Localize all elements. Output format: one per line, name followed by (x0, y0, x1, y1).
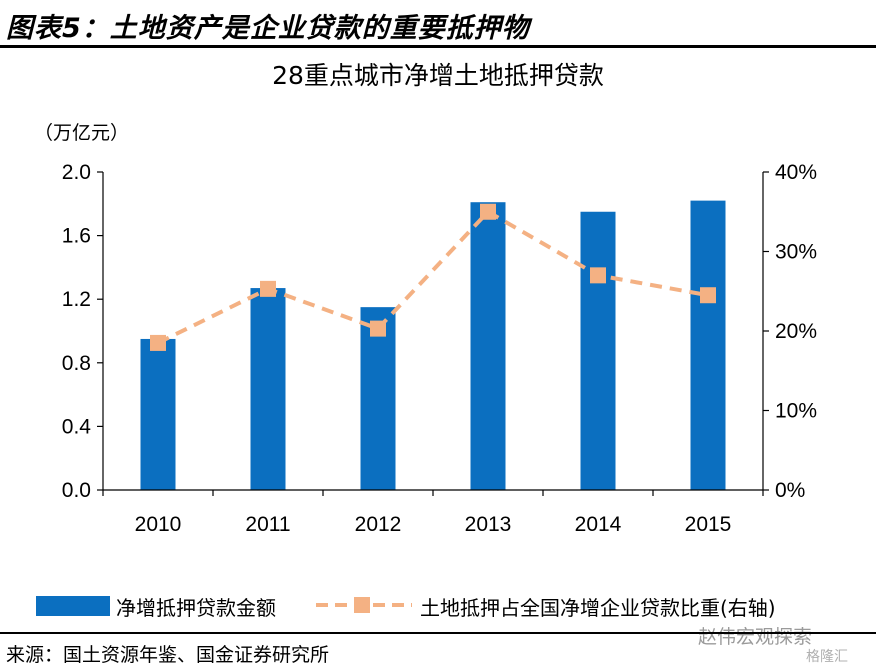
x-tick-label: 2014 (575, 513, 622, 536)
title-divider (0, 45, 876, 48)
source-note: 来源：国土资源年鉴、国金证券研究所 (6, 644, 330, 666)
left-tick-label: 2.0 (62, 161, 91, 184)
bar-2010 (140, 338, 176, 490)
line-point-2012 (370, 320, 386, 337)
x-tick-label: 2013 (465, 513, 512, 536)
x-tick-label: 2010 (135, 513, 182, 536)
bar-2011 (250, 288, 286, 490)
left-tick-label: 1.6 (62, 225, 91, 248)
legend-line-label: 土地抵押占全国净增企业贷款比重(右轴) (420, 596, 776, 620)
legend-bar-swatch (36, 596, 110, 616)
legend-bar-label: 净增抵押贷款金额 (116, 596, 276, 620)
left-tick-label: 0.8 (62, 352, 91, 375)
line-point-2015 (700, 287, 716, 304)
right-tick-label: 0% (775, 479, 805, 502)
line-point-2011 (260, 280, 276, 297)
figure-title: 图表5：土地资产是企业贷款的重要抵押物 (6, 13, 530, 44)
line-point-2010 (150, 334, 166, 351)
line-point-2014 (590, 267, 606, 284)
legend-line-swatch (316, 597, 412, 613)
source-divider (0, 632, 876, 634)
left-axis-unit: （万亿元） (34, 122, 130, 144)
line-point-2013 (480, 203, 496, 220)
right-tick-label: 40% (775, 161, 817, 184)
x-tick-label: 2015 (685, 513, 732, 536)
right-tick-label: 30% (775, 241, 817, 264)
right-tick-label: 10% (775, 400, 817, 423)
x-tick-label: 2012 (355, 513, 402, 536)
left-tick-label: 0.0 (62, 479, 91, 502)
watermark: 赵伟宏观探索 (698, 626, 813, 648)
bar-2014 (580, 211, 616, 490)
chart-title: 28重点城市净增土地抵押贷款 (272, 61, 604, 90)
line-series (157, 209, 709, 345)
bar-2012 (360, 307, 396, 490)
right-tick-label: 20% (775, 320, 817, 343)
watermark-sub: 格隆汇 (806, 649, 848, 665)
bar-2015 (690, 200, 726, 490)
x-tick-label: 2011 (245, 513, 290, 536)
left-tick-label: 1.2 (62, 288, 91, 311)
left-tick-label: 0.4 (62, 415, 92, 438)
bar-2013 (470, 202, 506, 490)
chart-legend: 净增抵押贷款金额 土地抵押占全国净增企业贷款比重(右轴) (36, 590, 866, 620)
